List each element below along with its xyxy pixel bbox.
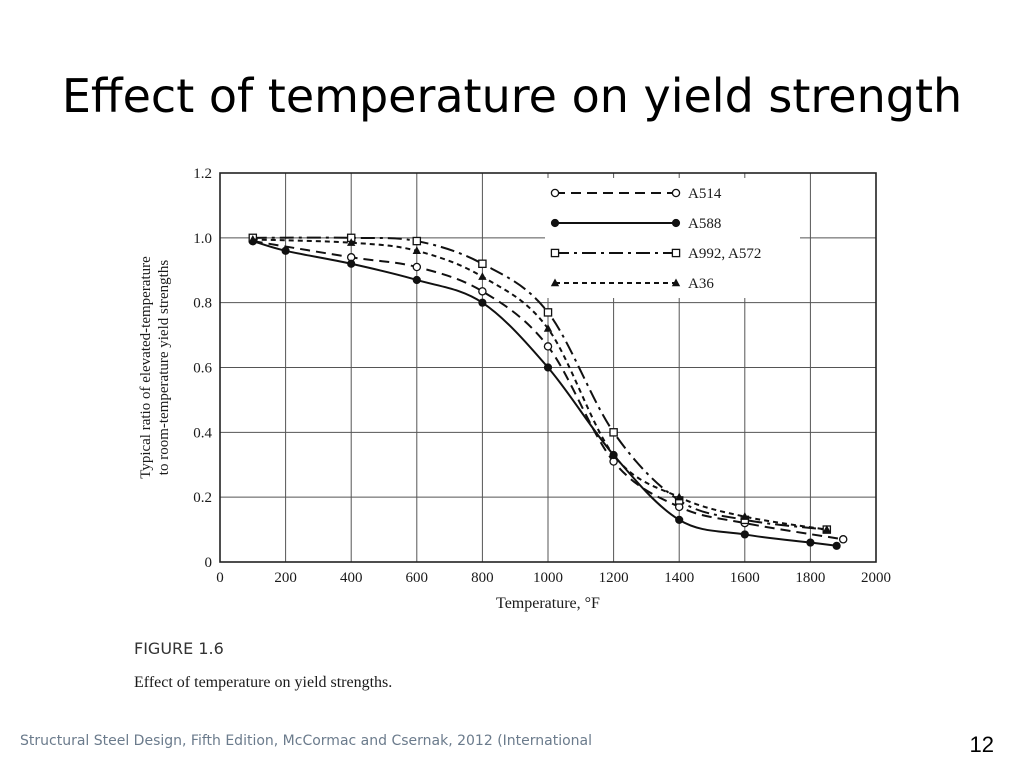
slide-title: Effect of temperature on yield strength	[61, 69, 963, 123]
data-point	[347, 238, 356, 246]
x-tick-label: 1200	[599, 570, 629, 586]
data-point	[543, 363, 553, 372]
y-tick-label: 1.0	[193, 231, 212, 247]
figure-caption: Effect of temperature on yield strengths…	[134, 674, 393, 691]
legend-label: A514	[688, 186, 722, 202]
data-point	[675, 515, 684, 524]
data-point	[675, 492, 684, 501]
data-point	[822, 525, 831, 533]
x-tick-label: 1000	[533, 570, 563, 586]
legend-label: A36	[688, 276, 714, 292]
x-tick-label: 200	[274, 570, 297, 586]
x-axis-label: Temperature, °F	[496, 595, 600, 612]
legend-entry: A992, A572	[550, 246, 761, 262]
x-tick-label: 0	[216, 570, 224, 586]
y-tick-label: 0.6	[193, 361, 212, 377]
data-point	[543, 308, 553, 317]
data-point	[543, 324, 553, 332]
legend-marker	[671, 188, 681, 198]
data-point	[412, 246, 421, 254]
legend-entry: A36	[550, 276, 714, 292]
y-tick-label: 0.4	[193, 425, 212, 441]
data-point	[806, 538, 815, 547]
data-point	[609, 450, 618, 459]
y-axis-label: to room-temperature yield strengths	[156, 260, 172, 476]
legend-background	[545, 178, 800, 298]
slide-number: 12	[969, 732, 994, 757]
y-tick-label: 1.2	[193, 166, 212, 182]
figure-label: FIGURE 1.6	[134, 639, 224, 658]
data-point	[740, 530, 749, 539]
data-point	[478, 272, 487, 280]
legend-marker	[550, 248, 560, 258]
legend-marker	[550, 278, 560, 287]
legend-entry: A514	[550, 186, 722, 202]
legend-marker	[550, 218, 560, 228]
x-tick-label: 600	[406, 570, 429, 586]
legend-entry: A588	[550, 216, 721, 232]
legend-marker	[550, 188, 560, 198]
data-point	[832, 541, 841, 550]
legend-marker	[671, 278, 681, 287]
y-tick-label: 0	[205, 555, 213, 571]
data-point	[347, 259, 356, 268]
data-point	[543, 342, 553, 351]
data-point	[412, 262, 422, 272]
y-tick-label: 0.8	[193, 296, 212, 312]
data-point	[478, 298, 487, 307]
plot-frame	[219, 172, 877, 563]
series-line	[252, 238, 827, 531]
x-tick-label: 1600	[730, 570, 760, 586]
data-point	[412, 236, 422, 246]
footer-source: Structural Steel Design, Fifth Edition, …	[20, 733, 593, 749]
data-point	[248, 234, 257, 243]
data-point	[412, 275, 421, 285]
x-tick-label: 2000	[861, 570, 891, 586]
data-point	[478, 287, 487, 296]
legend-marker	[671, 248, 681, 258]
data-point	[478, 259, 487, 269]
legend-marker	[671, 218, 681, 228]
series-3	[248, 234, 831, 533]
series-line	[252, 240, 844, 541]
data-point	[740, 512, 749, 520]
x-tick-label: 800	[471, 570, 494, 586]
x-tick-label: 1800	[795, 570, 825, 586]
x-tick-label: 400	[340, 570, 363, 586]
legend-label: A588	[688, 216, 721, 232]
data-point	[609, 428, 618, 437]
series-line	[252, 236, 827, 531]
x-tick-label: 1400	[664, 570, 694, 586]
data-point	[838, 535, 848, 544]
data-point	[281, 246, 290, 255]
legend-label: A992, A572	[688, 246, 761, 262]
y-axis-label: Typical ratio of elevated-temperature	[138, 256, 154, 479]
y-tick-label: 0.2	[193, 490, 212, 506]
